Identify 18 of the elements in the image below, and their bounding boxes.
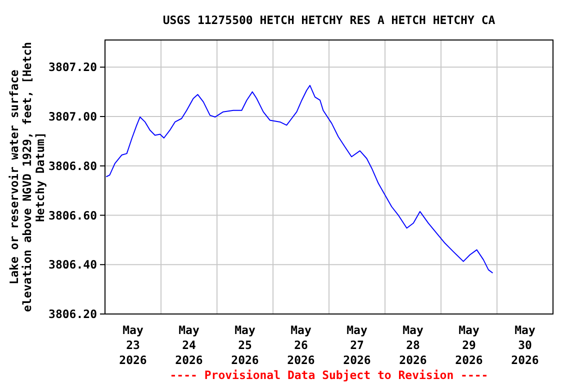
- y-tick-label: 3807.00: [48, 110, 98, 124]
- x-tick-label: May 29 2026: [455, 323, 483, 367]
- y-axis-title: Lake or reservoir water surface elevation above NGVD 1929, feet, [Hetch Hetchy Datum]: [7, 42, 47, 312]
- x-tick-label: May 27 2026: [343, 323, 371, 367]
- line-series: [106, 84, 494, 274]
- y-tick-label: 3806.40: [48, 258, 98, 272]
- x-tick-label: May 25 2026: [231, 323, 259, 367]
- y-tick-label: 3807.20: [48, 60, 98, 74]
- y-tick-label: 3806.80: [48, 158, 98, 173]
- chart-title: USGS 11275500 HETCH HETCHY RES A HETCH HETCHY CA: [162, 13, 496, 27]
- x-tick-label: May 26 2026: [287, 323, 315, 367]
- x-tick-label: May 28 2026: [399, 323, 427, 367]
- y-tick-label: 3806.20: [48, 307, 98, 321]
- x-tick-label: May 23 2026: [119, 323, 147, 367]
- y-tick-label: 3806.60: [48, 208, 98, 222]
- x-tick-label: May 30 2026: [511, 323, 539, 367]
- x-tick-label: May 24 2026: [175, 323, 203, 367]
- text: ---- Provisional Data Subject to Revision ----: [170, 368, 488, 382]
